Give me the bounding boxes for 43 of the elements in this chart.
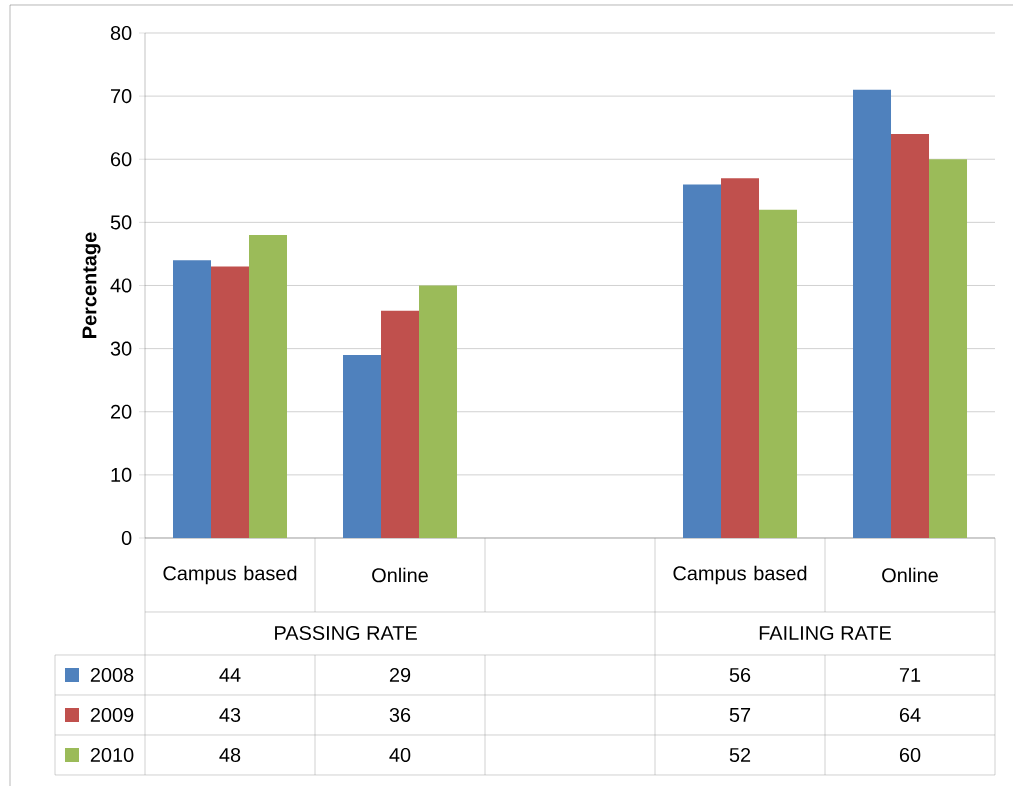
text: FAILING RATE [759, 625, 891, 641]
bar [891, 133, 930, 538]
legend-label: 2010 [90, 747, 134, 763]
data-label: 57 [729, 708, 751, 722]
y-axis-title: Percentage [82, 232, 101, 338]
data-label: 48 [219, 747, 241, 763]
y-tick-label: 0 [121, 530, 132, 546]
bar [759, 209, 798, 538]
bar [419, 285, 458, 538]
bar [173, 260, 212, 538]
data-label: 36 [389, 707, 411, 723]
y-tick-label: 30 [110, 341, 132, 356]
text: PASSING RATE [275, 625, 417, 641]
data-label: 40 [389, 747, 411, 763]
bar [381, 310, 420, 538]
bar [683, 184, 722, 538]
data-label: 29 [389, 667, 411, 683]
x-tick-label: Campus based [673, 565, 807, 585]
data-label: 44 [219, 668, 241, 682]
data-label: 60 [899, 747, 921, 763]
x-tick-label: Campus based [163, 565, 297, 585]
bar [929, 159, 968, 538]
bar [249, 234, 288, 538]
bar [721, 178, 760, 538]
bar [211, 266, 250, 538]
x-tick-label: Online [372, 567, 428, 583]
y-tick-label: 60 [111, 152, 132, 167]
bar [343, 354, 382, 538]
y-tick-label: 80 [110, 25, 132, 41]
y-tick-label: 20 [111, 404, 132, 419]
y-tick-label: 40 [110, 278, 132, 293]
data-label: 71 [899, 668, 921, 682]
data-label: 43 [219, 707, 241, 723]
x-tick-label: Online [882, 567, 938, 583]
y-tick-label: 50 [110, 215, 132, 230]
bar [853, 89, 892, 538]
y-tick-label: 70 [111, 89, 132, 104]
data-label: 56 [729, 667, 751, 683]
data-label: 64 [899, 707, 921, 723]
legend-label: 2009 [90, 707, 134, 723]
y-tick-label: 10 [111, 467, 132, 482]
legend-label: 2008 [90, 667, 134, 683]
data-label: 52 [729, 747, 751, 763]
